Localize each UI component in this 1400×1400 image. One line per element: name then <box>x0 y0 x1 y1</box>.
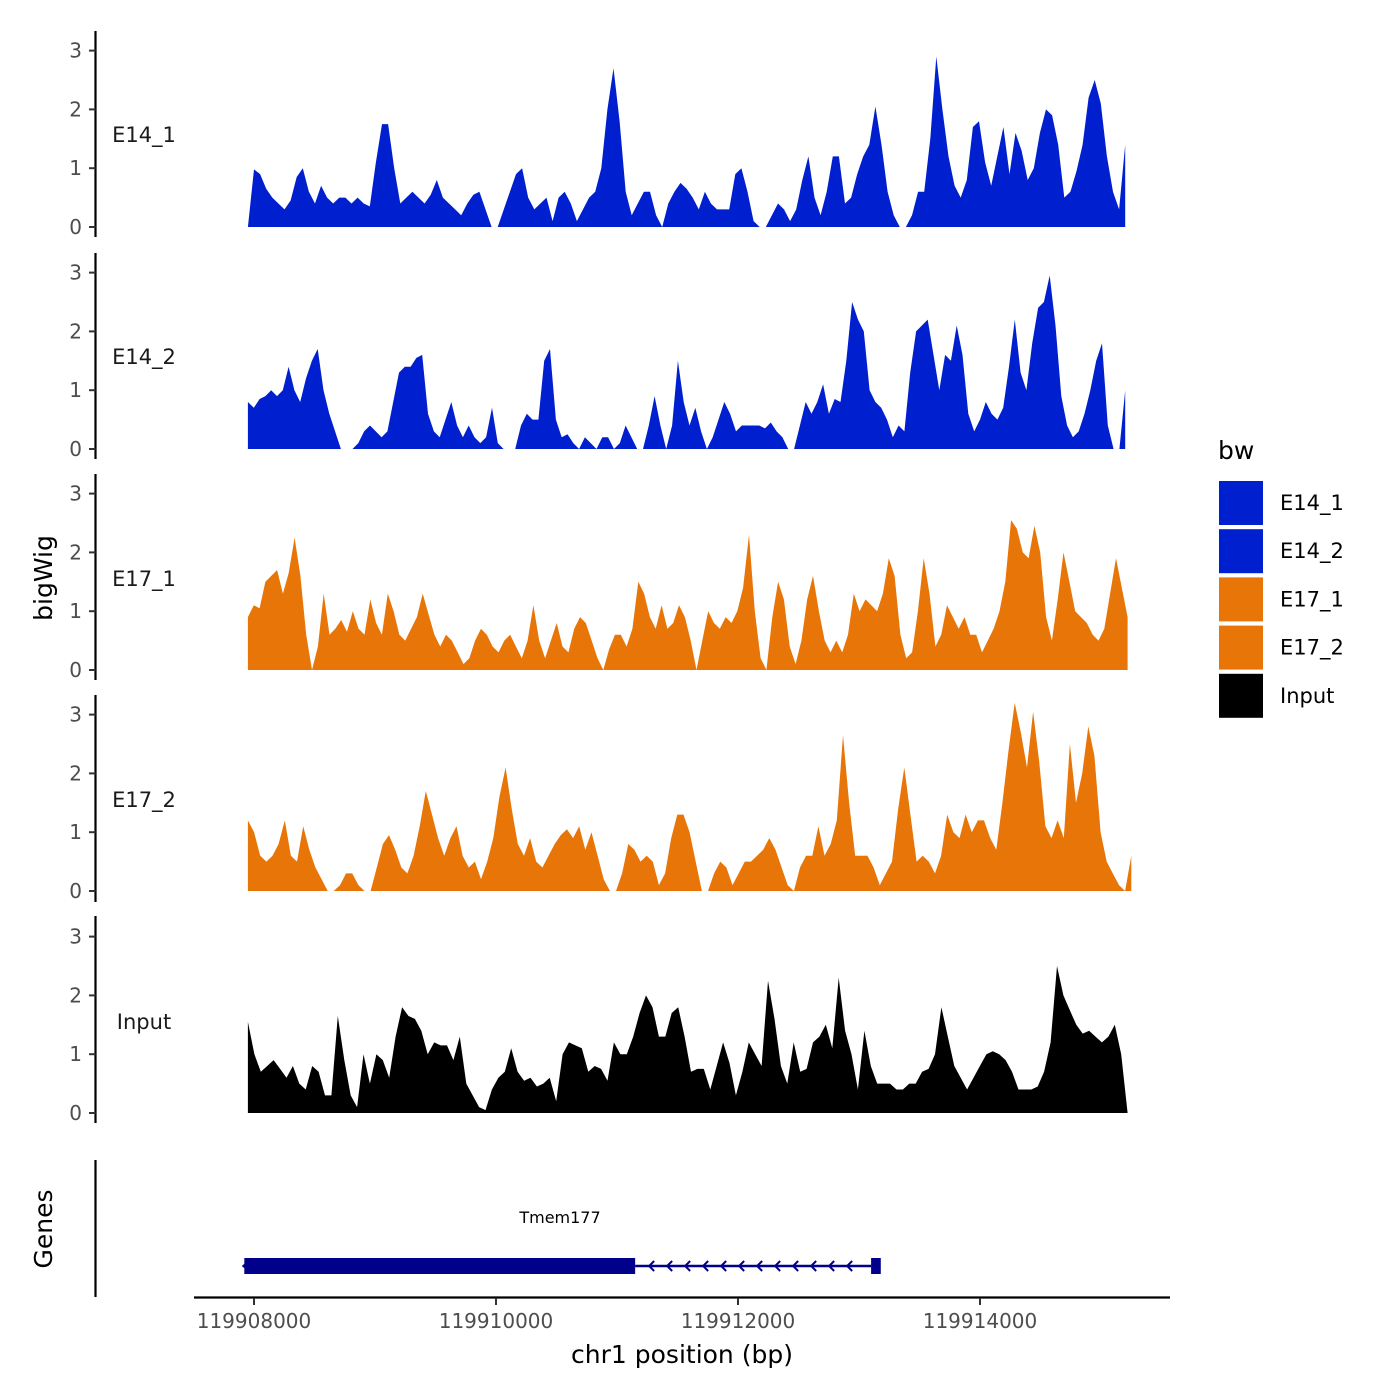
area-E14_2 <box>247 275 1126 449</box>
y-tick-label: 2 <box>69 540 82 564</box>
x-axis: 119908000 119910000 119912000 119914000 chr… <box>194 1296 1170 1369</box>
legend-swatch <box>1219 625 1263 670</box>
genes-title: Genes <box>29 1189 58 1268</box>
track-Input: 0 1 2 3 Input <box>69 916 1128 1125</box>
strand-arrow <box>773 1260 781 1272</box>
gene-label: Tmem177 <box>518 1208 600 1227</box>
y-ticks: 0 1 2 3 <box>69 39 96 239</box>
x-tick-label: 119914000 <box>923 1309 1038 1333</box>
legend-swatch <box>1219 577 1263 622</box>
strand-arrow <box>241 1259 251 1273</box>
strand-arrow <box>719 1260 727 1272</box>
y-tick-label: 0 <box>69 879 82 903</box>
x-axis-title: chr1 position (bp) <box>571 1340 793 1369</box>
gene-model <box>241 1258 881 1274</box>
y-tick-label: 3 <box>69 482 82 506</box>
strand-arrow <box>737 1260 745 1272</box>
area-E14_1 <box>247 56 1126 227</box>
strand-arrow <box>845 1260 853 1272</box>
y-tick-label: 0 <box>69 658 82 682</box>
gene-exon-block <box>244 1258 636 1274</box>
y-ticks: 0 1 2 3 <box>69 925 96 1125</box>
track-label: E14_2 <box>112 345 176 370</box>
area-E17_2 <box>247 702 1132 891</box>
y-tick-label: 3 <box>69 261 82 285</box>
y-tick-label: 0 <box>69 215 82 239</box>
y-ticks: 0 1 2 3 <box>69 261 96 461</box>
legend-label: Input <box>1280 684 1334 708</box>
legend-label: E17_2 <box>1280 636 1344 661</box>
y-tick-label: 2 <box>69 97 82 121</box>
legend-swatch <box>1219 673 1263 718</box>
track-label: E14_1 <box>112 123 176 148</box>
area-E17_1 <box>247 520 1128 670</box>
y-tick-label: 1 <box>69 820 82 844</box>
strand-arrow <box>665 1260 673 1272</box>
y-tick-label: 3 <box>69 39 82 63</box>
strand-arrow <box>809 1260 817 1272</box>
y-tick-label: 0 <box>69 1101 82 1125</box>
y-tick-label: 2 <box>69 761 82 785</box>
y-tick-label: 1 <box>69 156 82 180</box>
x-tick-label: 119908000 <box>197 1309 312 1333</box>
y-tick-label: 3 <box>69 703 82 727</box>
x-ticks: 119908000 119910000 119912000 119914000 <box>197 1298 1038 1333</box>
strand-arrow <box>701 1260 709 1272</box>
track-E17_2: 0 1 2 3 E17_2 <box>69 695 1132 903</box>
strand-arrow <box>791 1260 799 1272</box>
track-label: Input <box>117 1010 171 1034</box>
legend-swatch <box>1219 529 1263 574</box>
strand-arrow <box>683 1260 691 1272</box>
y-tick-label: 2 <box>69 319 82 343</box>
y-tick-label: 1 <box>69 599 82 623</box>
gene-exon-block <box>871 1258 881 1274</box>
track-E14_1: 0 1 2 3 E14_1 <box>69 31 1126 239</box>
strand-arrow <box>755 1260 763 1272</box>
y-tick-label: 3 <box>69 925 82 949</box>
strand-arrow <box>647 1260 655 1272</box>
legend-label: E17_1 <box>1280 587 1344 612</box>
track-E17_1: 0 1 2 3 E17_1 <box>69 474 1128 682</box>
track-E14_2: 0 1 2 3 E14_2 <box>69 253 1126 461</box>
y-tick-label: 1 <box>69 378 82 402</box>
y-axis-title: bigWig <box>29 535 58 621</box>
y-tick-label: 2 <box>69 983 82 1007</box>
legend: bw E14_1 E14_2 E17_1 E17_2 Input <box>1218 436 1344 718</box>
x-tick-label: 119910000 <box>439 1309 554 1333</box>
legend-label: E14_2 <box>1280 539 1344 564</box>
x-tick-label: 119912000 <box>681 1309 796 1333</box>
strand-arrow <box>827 1260 835 1272</box>
y-tick-label: 0 <box>69 437 82 461</box>
legend-title: bw <box>1218 436 1254 465</box>
y-tick-label: 1 <box>69 1042 82 1066</box>
area-Input <box>247 966 1128 1113</box>
track-label: E17_1 <box>112 567 176 592</box>
y-ticks: 0 1 2 3 <box>69 482 96 682</box>
legend-label: E14_1 <box>1280 491 1344 516</box>
legend-swatch <box>1219 481 1263 525</box>
genes-panel: Genes Tmem177 <box>29 1160 881 1297</box>
track-label: E17_2 <box>112 788 176 813</box>
legend-entries: E14_1 E14_2 E17_1 E17_2 Input <box>1219 481 1344 718</box>
y-ticks: 0 1 2 3 <box>69 703 96 903</box>
